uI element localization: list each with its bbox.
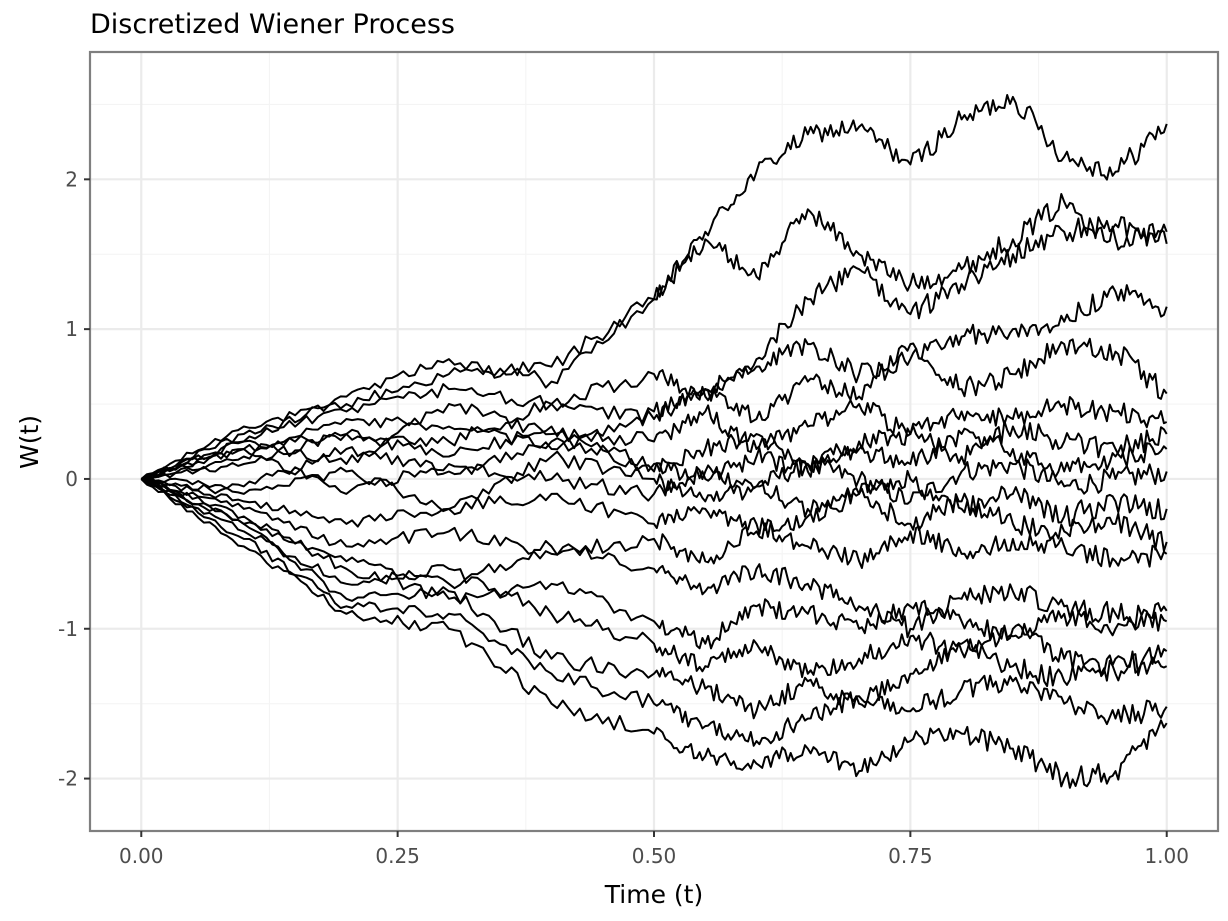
y-tick-label: 2	[65, 167, 78, 191]
y-axis-ticks: -2 -1 0 1 2	[58, 167, 90, 791]
series-line	[140, 478, 1168, 569]
chart-title: Discretized Wiener Process	[90, 9, 455, 40]
series-line	[140, 478, 1168, 720]
series-line	[140, 193, 1168, 480]
series-line	[141, 284, 1168, 480]
series-line	[141, 427, 1168, 490]
series-line	[140, 478, 1168, 789]
series-line	[141, 450, 1168, 527]
x-tick-label: 0.00	[119, 844, 164, 868]
series-line	[141, 420, 1168, 480]
y-tick-label: 0	[65, 467, 78, 491]
series-line	[140, 478, 1168, 682]
series-line	[140, 216, 1168, 480]
series-line	[140, 478, 1168, 747]
x-axis-ticks: 0.00 0.25 0.50 0.75 1.00	[119, 831, 1189, 868]
y-tick-label: -2	[58, 767, 78, 791]
y-axis-label: W(t)	[15, 415, 44, 469]
x-tick-label: 0.75	[888, 844, 933, 868]
x-tick-label: 0.50	[632, 844, 677, 868]
series-lines	[140, 94, 1168, 789]
y-tick-label: -1	[58, 617, 78, 641]
series-line	[141, 478, 1168, 552]
x-axis-label: Time (t)	[604, 880, 703, 909]
x-tick-label: 0.25	[375, 844, 420, 868]
series-line	[140, 94, 1168, 480]
x-tick-label: 1.00	[1144, 844, 1189, 868]
y-tick-label: 1	[65, 317, 78, 341]
series-line	[141, 337, 1168, 481]
series-line	[140, 396, 1168, 480]
series-line	[141, 448, 1168, 505]
series-line	[141, 478, 1168, 650]
